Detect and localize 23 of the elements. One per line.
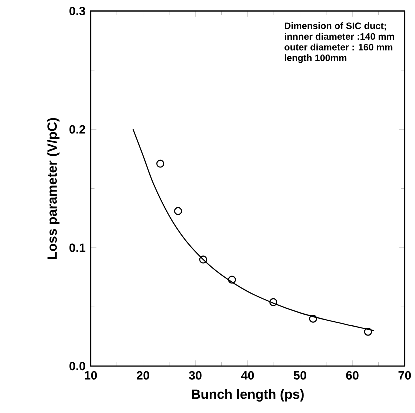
- point: [309, 314, 318, 323]
- y-tick-label: 0.0: [70, 362, 86, 371]
- y-axis-title: Loss parameter (V/pC): [47, 118, 60, 260]
- x-axis-title: Bunch length (ps): [192, 389, 304, 402]
- annotation: outer diameter : 160 mm: [284, 44, 393, 51]
- x-tick-label: 10: [85, 371, 98, 380]
- point: [174, 207, 182, 216]
- x-tick-label: 30: [189, 371, 202, 380]
- annotation: length 100mm: [285, 54, 347, 64]
- point: [199, 256, 208, 264]
- point: [156, 160, 165, 168]
- y-tick-label: 0.3: [70, 6, 86, 16]
- x-tick-label: 50: [294, 371, 306, 380]
- x-tick-label: 40: [241, 371, 254, 380]
- x-tick-label: 70: [398, 371, 412, 380]
- annotation: innner diameter :140 mm: [285, 33, 394, 40]
- y-tick-label: 0.1: [70, 244, 86, 252]
- annotation: Dimension of SIC duct;: [285, 22, 386, 31]
- point: [228, 276, 236, 284]
- x-tick-label: 60: [346, 371, 359, 380]
- y-tick-label: 0.2: [70, 125, 86, 134]
- point: [270, 298, 278, 306]
- x-tick-label: 20: [137, 371, 150, 380]
